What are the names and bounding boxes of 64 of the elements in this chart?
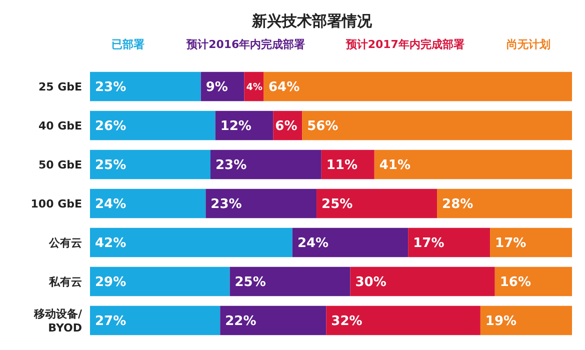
bar [90,110,216,140]
data-label: 23% [95,80,126,96]
data-label: 23% [216,158,247,174]
data-label: 30% [355,275,386,290]
y-tick-label: 25 GbE [38,80,82,94]
data-label: 25% [234,275,266,290]
data-label: 17% [413,236,444,252]
y-tick-label: 私有云 [48,275,82,288]
bar [90,72,201,102]
bar [374,150,572,180]
bar [90,266,230,296]
bar [90,188,206,218]
bar [264,72,572,102]
data-label: 24% [95,197,126,212]
text: 预计2016年内完成部署 [186,38,306,51]
data-label: 41% [379,158,411,174]
data-label: 26% [95,119,126,134]
data-label: 64% [268,80,300,96]
bar [321,150,374,180]
y-tick-label: 移动设备/BYOD [32,307,83,334]
bar [90,306,220,336]
bar [480,306,572,336]
bar [494,266,572,296]
bar [206,188,317,218]
data-label: 24% [297,236,329,252]
data-label: 32% [331,314,362,330]
data-label: 42% [95,236,126,252]
data-label: 12% [220,119,252,134]
bar [316,188,438,218]
y-tick-label: 公有云 [48,236,82,250]
bar [302,110,572,140]
bar [90,228,292,258]
bar [210,150,322,180]
data-label: 19% [485,314,517,330]
y-tick-label: 50 GbE [38,158,82,172]
data-label: 25% [322,197,353,212]
data-label: 16% [500,275,532,290]
bar [326,306,480,336]
data-label: 25% [95,158,126,174]
bar [490,228,572,258]
data-label: 17% [495,236,526,252]
data-label: 23% [210,197,242,212]
data-label: 9% [206,80,228,96]
data-label: 4% [246,82,263,93]
data-label: 56% [307,119,338,134]
bar [220,306,326,336]
bar [90,150,210,180]
bar [292,228,408,258]
data-label: 11% [326,158,358,174]
bar [408,228,490,258]
data-label: 22% [225,314,256,330]
bar [230,266,350,296]
data-label: 6% [275,119,298,134]
text: 预计2017年内完成部署 [344,38,464,51]
data-label: 28% [442,197,474,212]
data-label: 29% [95,275,126,290]
data-label: 27% [95,314,126,330]
y-tick-label: 40 GbE [38,119,82,132]
series-label: 已部署 [112,38,145,51]
series-label: 尚无计划 [506,38,550,51]
bar [350,266,495,296]
chart-title: 新兴技术部署情况 [251,12,373,30]
bar [437,188,572,218]
y-tick-label: 100 GbE [30,197,82,210]
